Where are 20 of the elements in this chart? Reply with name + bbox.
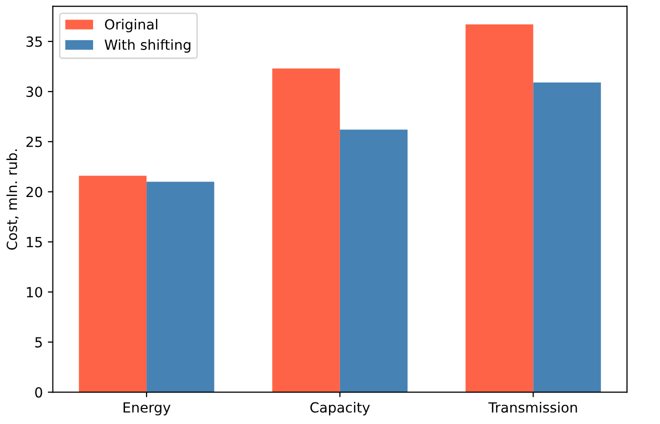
y-tick-label: 35: [26, 36, 42, 47]
y-tick-label: 0: [35, 387, 42, 398]
x-tick-label: Transmission: [488, 402, 577, 413]
bar: [272, 68, 340, 392]
y-tick-label: 30: [26, 86, 42, 98]
bar: [340, 130, 408, 392]
legend-label: With shifting: [104, 39, 190, 53]
x-tick-label: Energy: [124, 402, 170, 416]
bar: [533, 82, 601, 392]
y-tick-label: 20: [26, 186, 42, 198]
bar: [146, 182, 214, 392]
bar: [78, 176, 147, 392]
x-tick-label: Capacity: [310, 402, 370, 416]
y-tick-label: 5: [35, 337, 42, 348]
y-axis-title: Cost, mln. rub.: [6, 150, 19, 250]
bar: [466, 24, 534, 392]
y-tick-label: 25: [26, 136, 42, 148]
y-tick-label: 10: [26, 286, 42, 298]
y-tick-label: 15: [26, 237, 42, 248]
legend-label: Original: [104, 18, 158, 32]
